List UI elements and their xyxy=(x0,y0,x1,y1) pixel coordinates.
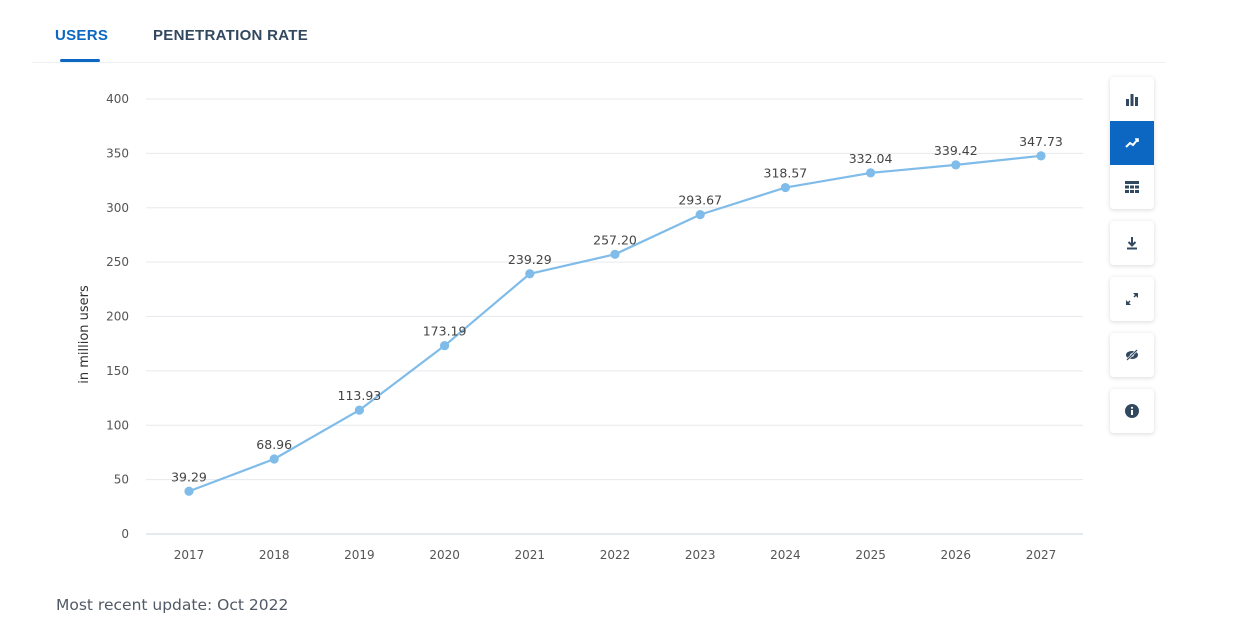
y-tick-label: 0 xyxy=(121,527,129,541)
data-label: 332.04 xyxy=(849,151,893,166)
y-tick-label: 400 xyxy=(106,92,129,106)
x-tick-label: 2026 xyxy=(941,548,972,562)
data-point xyxy=(951,160,961,170)
data-point xyxy=(184,486,194,496)
x-tick-label: 2018 xyxy=(259,548,290,562)
y-tick-label: 50 xyxy=(114,473,129,487)
bar-chart-button[interactable] xyxy=(1110,77,1154,121)
tab-penetration-rate[interactable]: PENETRATION RATE xyxy=(153,27,309,44)
x-tick-label: 2022 xyxy=(600,548,631,562)
fullscreen-button[interactable] xyxy=(1110,277,1154,321)
x-tick-label: 2019 xyxy=(344,548,375,562)
y-axis-label: in million users xyxy=(77,285,92,384)
x-tick-label: 2021 xyxy=(515,548,546,562)
series-line xyxy=(188,154,1042,493)
info-button[interactable] xyxy=(1110,389,1154,433)
info-icon xyxy=(1125,404,1139,418)
data-point xyxy=(354,405,364,415)
data-point xyxy=(1036,151,1046,161)
chart-type-group xyxy=(1110,77,1154,209)
data-label: 68.96 xyxy=(256,437,292,452)
data-label: 39.29 xyxy=(171,469,207,484)
hide-button[interactable] xyxy=(1110,333,1154,377)
fullscreen-group xyxy=(1110,277,1154,321)
y-tick-label: 150 xyxy=(106,364,129,378)
data-point xyxy=(440,341,450,351)
x-tick-label: 2020 xyxy=(429,548,460,562)
data-label: 173.19 xyxy=(423,324,467,339)
data-label: 257.20 xyxy=(593,232,637,247)
y-tick-label: 300 xyxy=(106,201,129,215)
data-point xyxy=(610,249,620,259)
line-chart-button[interactable] xyxy=(1110,121,1154,165)
data-point xyxy=(866,168,876,178)
data-point xyxy=(269,454,279,464)
data-label: 293.67 xyxy=(678,193,722,208)
line-chart-icon xyxy=(1125,138,1139,148)
download-button[interactable] xyxy=(1110,221,1154,265)
data-point xyxy=(525,269,535,279)
data-label: 347.73 xyxy=(1019,134,1063,149)
fullscreen-icon xyxy=(1126,293,1138,305)
line-chart: 0 50 100 150 200 250 300 350 400 2017 2018 2019 2020… xyxy=(77,92,1083,562)
tab-bar: USERS PENETRATION RATE xyxy=(32,0,1166,63)
tab-users[interactable]: USERS xyxy=(55,27,109,44)
data-label: 318.57 xyxy=(764,166,808,181)
download-icon xyxy=(1127,237,1137,250)
info-group xyxy=(1110,389,1154,433)
y-tick-label: 350 xyxy=(106,146,129,160)
y-tick-label: 100 xyxy=(106,418,129,432)
x-tick-label: 2027 xyxy=(1026,548,1057,562)
table-icon xyxy=(1125,181,1139,193)
last-update-text: Most recent update: Oct 2022 xyxy=(56,596,289,614)
x-tick-label: 2024 xyxy=(770,548,801,562)
download-group xyxy=(1110,221,1154,265)
data-point xyxy=(780,182,791,193)
x-tick-label: 2023 xyxy=(685,548,716,562)
data-label: 239.29 xyxy=(508,252,552,267)
data-label: 113.93 xyxy=(338,388,382,403)
table-view-button[interactable] xyxy=(1110,165,1154,209)
data-label: 339.42 xyxy=(934,143,978,158)
active-tab-indicator xyxy=(60,59,100,62)
x-tick-label: 2017 xyxy=(174,548,205,562)
bar-chart-icon xyxy=(1126,94,1138,106)
y-tick-label: 250 xyxy=(106,255,129,269)
data-point xyxy=(695,210,705,220)
y-tick-label: 200 xyxy=(106,310,129,324)
x-tick-label: 2025 xyxy=(855,548,886,562)
hide-icon xyxy=(1126,349,1138,361)
hide-group xyxy=(1110,333,1154,377)
